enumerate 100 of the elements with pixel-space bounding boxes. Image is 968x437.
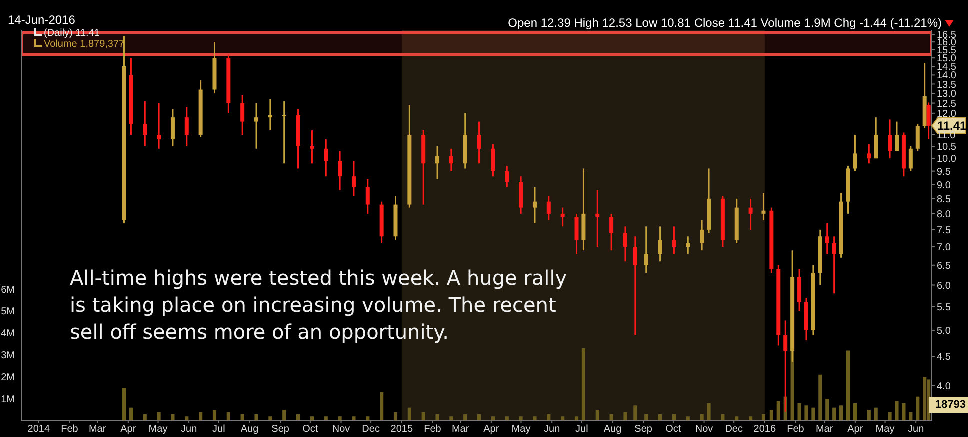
y-tick-label: 4.5: [937, 352, 952, 364]
candlestick: [874, 116, 878, 160]
x-tick-label: Mar: [816, 424, 834, 436]
x-tick-label: Oct: [302, 424, 318, 436]
y-tick-label: 7.0: [937, 242, 952, 254]
x-tick-label: Mar: [452, 424, 470, 436]
candlestick: [505, 165, 510, 188]
candlestick: [157, 102, 162, 150]
x-tick-label: Dec: [362, 424, 380, 436]
candlestick: [596, 190, 600, 248]
y-tick-label: 4.0: [937, 381, 952, 392]
x-tick-label: Mar: [88, 424, 107, 436]
candlestick: [366, 178, 370, 215]
candlestick: [184, 106, 189, 148]
y-tick-label: 5.5: [937, 302, 952, 314]
candlestick: [672, 226, 676, 255]
candlestick: [143, 100, 148, 148]
y2-tick-label: 3M: [1, 350, 15, 362]
candlestick: [240, 94, 245, 136]
annotation: All-time highs were tested this week. A huge rally is taking place on increasing volume. The recent sell off seems more of an opportunity.: [70, 266, 568, 344]
annotation: Volume 1,879,377: [44, 39, 125, 50]
candlestick: [853, 134, 858, 172]
x-tick-label: 2016: [754, 424, 776, 436]
x-tick-label: Feb: [61, 424, 79, 436]
candlestick: [310, 130, 314, 164]
y-tick-label: 12.0: [937, 108, 957, 120]
candlestick: [170, 108, 175, 148]
candlestick: [762, 192, 766, 221]
text: 18793: [935, 399, 966, 411]
x-tick-label: Sep: [272, 424, 290, 436]
y2-tick-label: 2M: [1, 372, 15, 384]
text: 14-Jun-2016: [8, 13, 76, 27]
candlestick: [888, 118, 892, 160]
x-tick-label: 2014: [28, 424, 50, 436]
y2-tick-label: 4M: [1, 328, 15, 340]
x-tick-label: May: [876, 424, 895, 436]
x-tick-label: Apr: [484, 424, 500, 436]
x-tick-label: Nov: [332, 424, 350, 436]
candlestick: [560, 207, 565, 228]
y-tick-label: 10.0: [937, 154, 957, 166]
x-tick-label: Feb: [424, 424, 442, 436]
candlestick: [324, 138, 328, 178]
y-tick-label: 6.5: [937, 260, 952, 272]
x-tick-label: May: [148, 424, 168, 436]
candlestick: [610, 213, 614, 252]
y-tick-label: 13.5: [937, 80, 957, 91]
y-tick-label: 7.5: [937, 225, 952, 236]
y2-tick-label: 1M: [1, 394, 15, 406]
x-tick-label: Jul: [212, 424, 226, 436]
y-tick-label: 6.0: [937, 280, 952, 292]
candlestick: [832, 236, 836, 294]
candlestick: [916, 123, 920, 152]
x-tick-label: Apr: [120, 424, 137, 436]
candlestick: [491, 143, 496, 178]
x-tick-label: Dec: [725, 424, 743, 436]
candlestick: [532, 186, 537, 224]
x-tick-label: Aug: [604, 424, 622, 436]
candlestick: [658, 226, 662, 262]
candlestick: [352, 160, 356, 197]
y-tick-label: 5.0: [937, 326, 952, 337]
x-tick-label: Jul: [576, 424, 588, 436]
candlestick: [436, 146, 440, 180]
candlestick: [633, 236, 638, 336]
candlestick: [894, 121, 899, 152]
x-tick-label: Jun: [181, 424, 198, 436]
x-tick-label: Apr: [848, 424, 864, 436]
candlestick: [574, 213, 579, 255]
text: Open 12.39 High 12.53 Low 10.81 Close 11.41 Volume 1.9M Chg -1.44 (-11.21%): [508, 16, 942, 30]
x-tick-label: Oct: [666, 424, 682, 436]
y-tick-label: 12.5: [937, 98, 957, 110]
candlestick: [748, 198, 753, 231]
candlestick: [254, 102, 259, 150]
candlestick: [825, 222, 830, 255]
candlestick: [686, 236, 690, 255]
x-tick-label: Jun: [544, 424, 560, 436]
annotation: 11.41: [937, 118, 968, 133]
y2-tick-label: 5M: [1, 306, 15, 318]
x-tick-label: Sep: [634, 424, 653, 436]
x-tick-label: Nov: [695, 424, 714, 436]
y-tick-label: 13.0: [937, 89, 957, 100]
x-tick-label: 2015: [390, 424, 414, 436]
x-tick-label: Jun: [908, 424, 924, 436]
candlestick: [477, 121, 482, 164]
candlestick: [282, 100, 286, 164]
x-tick-label: Feb: [787, 424, 805, 436]
y-tick-label: 9.5: [937, 166, 952, 178]
y2-tick-label: 6M: [1, 284, 15, 296]
candlestick: [623, 226, 628, 262]
candlestick: [268, 98, 272, 132]
x-tick-label: Aug: [240, 424, 259, 436]
candlestick: [926, 102, 931, 140]
candlestick: [700, 219, 704, 252]
y-tick-label: 9.0: [937, 180, 952, 192]
candlestick: [644, 226, 648, 274]
candlestick: [546, 195, 551, 221]
candlestick: [338, 150, 342, 192]
y-tick-label: 10.5: [937, 142, 957, 154]
candlestick: [867, 143, 872, 164]
y-tick-label: 14.0: [937, 70, 957, 82]
candlestick: [449, 148, 454, 172]
